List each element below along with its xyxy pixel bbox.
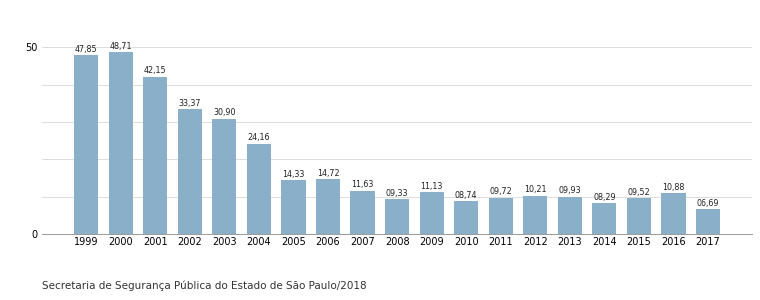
Text: 11,13: 11,13 [420, 182, 443, 191]
Bar [109, 52, 133, 234]
Text: 30,90: 30,90 [213, 108, 236, 117]
Text: 08,74: 08,74 [455, 191, 477, 200]
Text: Secretaria de Segurança Pública do Estado de São Paulo/2018: Secretaria de Segurança Pública do Estad… [42, 280, 366, 291]
Bar [247, 144, 271, 234]
Text: 09,33: 09,33 [386, 189, 408, 198]
Bar [592, 203, 616, 234]
Text: 42,15: 42,15 [144, 66, 166, 75]
Bar [454, 201, 478, 234]
Text: 24,16: 24,16 [248, 133, 270, 142]
Bar [316, 179, 340, 234]
Text: 09,52: 09,52 [628, 188, 651, 197]
Bar [74, 55, 98, 234]
Bar [420, 192, 444, 234]
Text: 14,33: 14,33 [282, 170, 305, 179]
Bar [661, 194, 686, 234]
Text: 47,85: 47,85 [75, 45, 97, 54]
Bar [281, 181, 306, 234]
Bar [558, 197, 582, 234]
Text: 06,69: 06,69 [697, 199, 719, 208]
Text: 10,88: 10,88 [662, 183, 685, 192]
Text: 11,63: 11,63 [351, 180, 374, 189]
Bar [385, 199, 409, 234]
Text: 08,29: 08,29 [593, 193, 616, 202]
Bar [696, 209, 720, 234]
Bar [178, 109, 202, 234]
Text: 09,93: 09,93 [559, 186, 581, 195]
Bar [350, 190, 375, 234]
Text: 09,72: 09,72 [489, 187, 512, 196]
Bar [489, 198, 513, 234]
Text: 48,71: 48,71 [109, 41, 132, 50]
Bar [523, 196, 547, 234]
Bar [627, 198, 651, 234]
Text: 14,72: 14,72 [317, 169, 339, 178]
Text: 10,21: 10,21 [524, 185, 546, 194]
Bar [212, 118, 236, 234]
Bar [143, 76, 167, 234]
Text: 33,37: 33,37 [179, 99, 201, 108]
